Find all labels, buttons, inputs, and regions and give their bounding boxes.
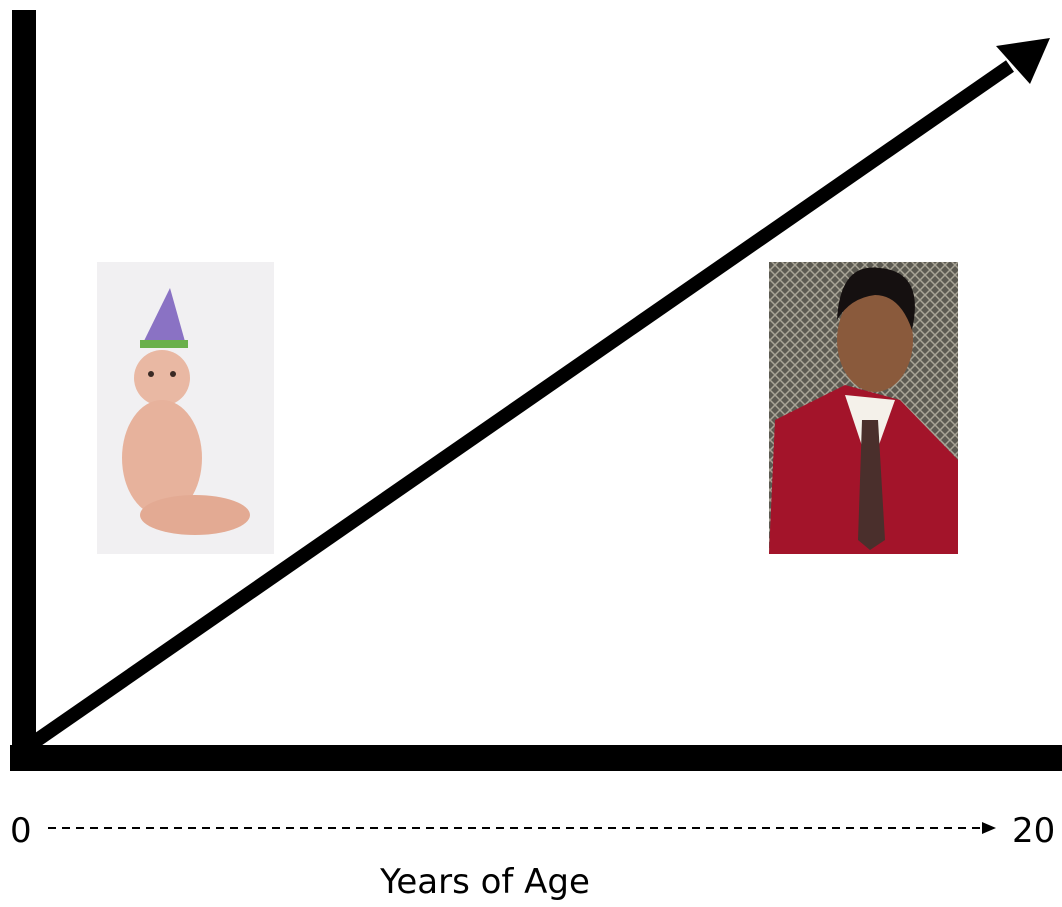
diagram: 0 20 Years of Age xyxy=(0,0,1062,907)
man-picture xyxy=(769,262,958,554)
axis-title: Years of Age xyxy=(379,862,590,902)
start-label: 0 xyxy=(10,811,32,851)
end-label: 20 xyxy=(1012,811,1055,851)
baby-picture xyxy=(97,262,274,554)
vertical-axis xyxy=(12,10,36,770)
scale-arrowhead xyxy=(982,822,996,834)
horizontal-axis xyxy=(10,745,1062,771)
page: {"labels": {"start": "0", "end": "20", "… xyxy=(0,0,1062,907)
